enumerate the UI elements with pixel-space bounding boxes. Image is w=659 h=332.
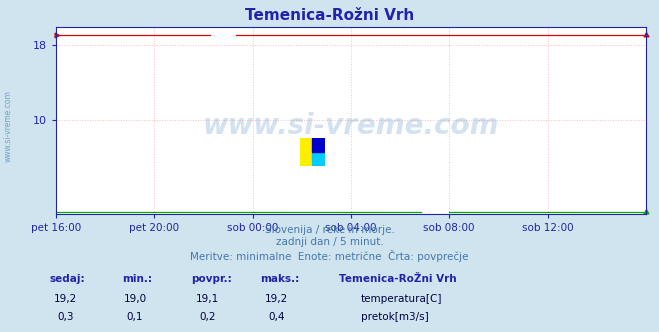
Text: www.si-vreme.com: www.si-vreme.com [4, 90, 13, 162]
Text: temperatura[C]: temperatura[C] [361, 294, 443, 304]
Text: zadnji dan / 5 minut.: zadnji dan / 5 minut. [275, 237, 384, 247]
Text: maks.:: maks.: [260, 274, 300, 284]
Bar [312, 138, 325, 152]
Text: pretok[m3/s]: pretok[m3/s] [361, 312, 429, 322]
Text: min.:: min.: [122, 274, 152, 284]
Text: Temenica-Rožni Vrh: Temenica-Rožni Vrh [245, 8, 414, 23]
Text: Meritve: minimalne  Enote: metrične  Črta: povprečje: Meritve: minimalne Enote: metrične Črta:… [190, 250, 469, 262]
Bar [300, 138, 312, 166]
Text: Slovenija / reke in morje.: Slovenija / reke in morje. [264, 225, 395, 235]
Text: 0,3: 0,3 [57, 312, 74, 322]
Text: sedaj:: sedaj: [49, 274, 85, 284]
Text: povpr.:: povpr.: [191, 274, 232, 284]
Text: 19,0: 19,0 [123, 294, 147, 304]
Text: 0,1: 0,1 [127, 312, 144, 322]
Text: 0,2: 0,2 [199, 312, 216, 322]
Text: Temenica-RoŽni Vrh: Temenica-RoŽni Vrh [339, 274, 457, 284]
Text: 19,1: 19,1 [196, 294, 219, 304]
Text: www.si-vreme.com: www.si-vreme.com [203, 112, 499, 140]
Text: 19,2: 19,2 [54, 294, 78, 304]
Text: 19,2: 19,2 [265, 294, 289, 304]
Bar [312, 152, 325, 166]
Text: 0,4: 0,4 [268, 312, 285, 322]
